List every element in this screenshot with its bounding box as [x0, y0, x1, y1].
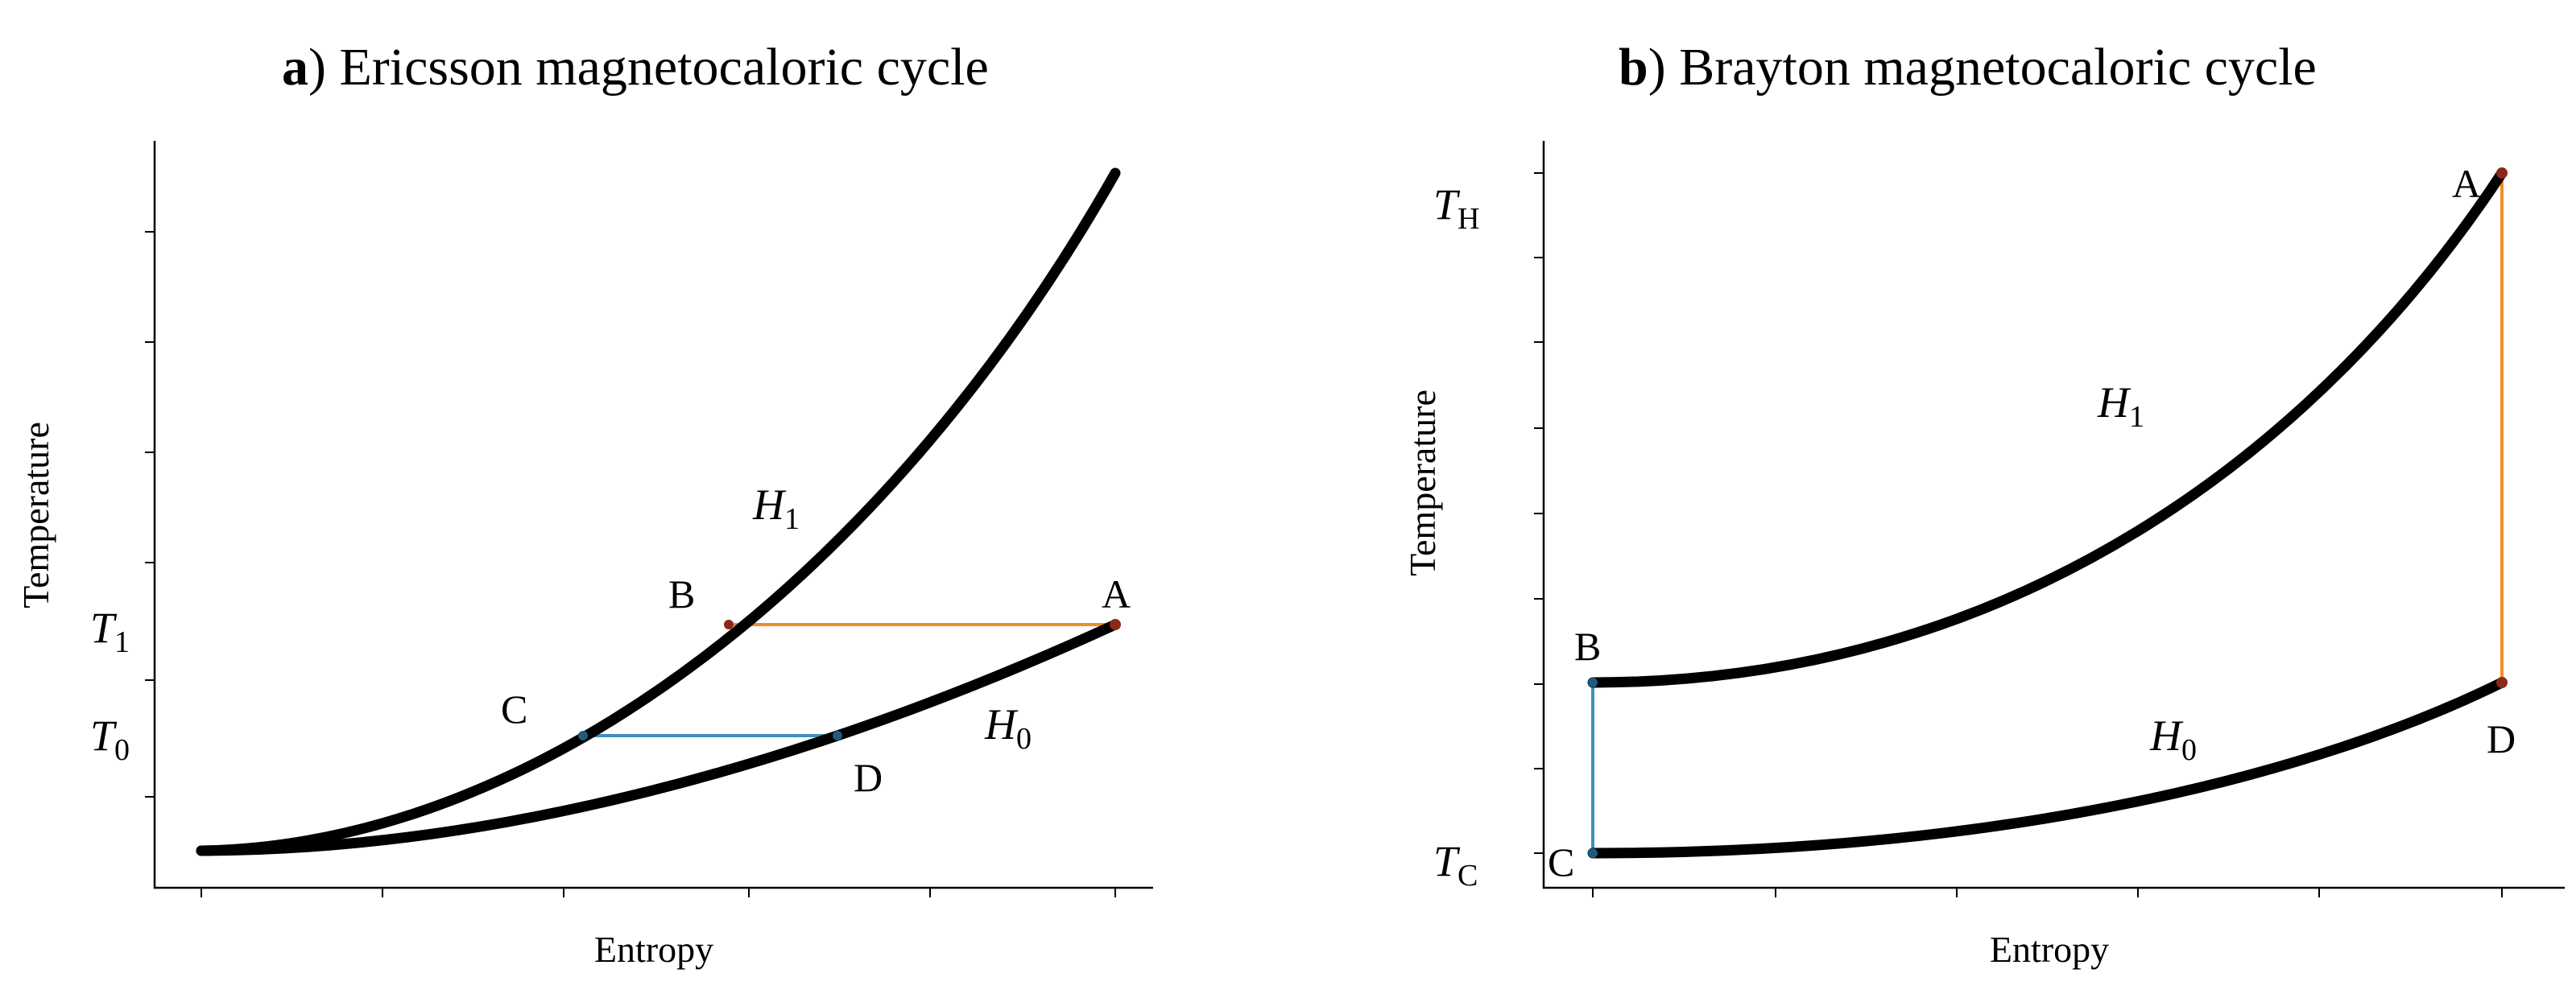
panel-a-level-t0: T0 [90, 711, 130, 767]
panel-a-axes [153, 141, 1153, 889]
panel-b-point-b: B [1574, 624, 1601, 669]
panel-a-point-c: C [501, 687, 527, 732]
panel-a-marker-b [724, 620, 734, 629]
panel-a: a) Ericsson magnetocaloric cycle [15, 38, 1153, 970]
panel-b-level-tc: TC [1433, 837, 1478, 893]
panel-b-x-ticks [1592, 888, 2503, 897]
panel-b-level-th: TH [1433, 180, 1480, 236]
panel-b-title: b) Brayton magnetocaloric cycle [1619, 38, 2317, 97]
panel-b-curve-label-h1: H1 [2097, 378, 2144, 434]
panel-a-point-b: B [668, 571, 695, 617]
panel-a-title: a) Ericsson magnetocaloric cycle [282, 38, 989, 97]
panel-a-curve-label-h1: H1 [752, 481, 800, 536]
panel-b-curve-label-h0: H0 [2149, 711, 2197, 767]
panel-a-curve-h0 [196, 619, 1121, 856]
panel-b-ylabel: Temperature [1402, 390, 1443, 576]
panel-a-marker-a [1110, 619, 1121, 630]
panel-a-curve-label-h0: H0 [984, 700, 1032, 756]
panel-b-marker-b [1588, 678, 1598, 687]
panel-b-curve-h0 [1587, 677, 2508, 859]
panel-a-marker-c [578, 731, 588, 740]
panel-a-y-ticks [145, 231, 155, 798]
panel-b-marker-d [2496, 677, 2508, 688]
panel-b-curve-h1 [1587, 167, 2508, 688]
panel-a-point-a: A [1102, 571, 1131, 617]
panel-b-axes [1542, 141, 2565, 889]
panel-b-point-a: A [2452, 161, 2481, 206]
panel-b-point-d: D [2487, 716, 2516, 761]
panel-b-y-ticks [1534, 172, 1544, 854]
panel-a-level-t1: T1 [90, 604, 130, 659]
panel-b-xlabel: Entropy [1990, 929, 2109, 970]
panel-b-marker-a [2496, 167, 2508, 179]
panel-b-marker-c [1588, 848, 1598, 858]
panel-a-marker-d [833, 731, 842, 740]
panel-b-point-c: C [1548, 839, 1574, 885]
panel-a-xlabel: Entropy [594, 929, 713, 970]
panel-a-x-ticks [201, 888, 1116, 897]
panel-a-curve-h1 [196, 167, 1121, 856]
panel-a-point-d: D [854, 755, 883, 800]
panel-b: b) Brayton magnetocaloric cycle [1402, 38, 2565, 970]
panel-a-ylabel: Temperature [15, 422, 56, 608]
